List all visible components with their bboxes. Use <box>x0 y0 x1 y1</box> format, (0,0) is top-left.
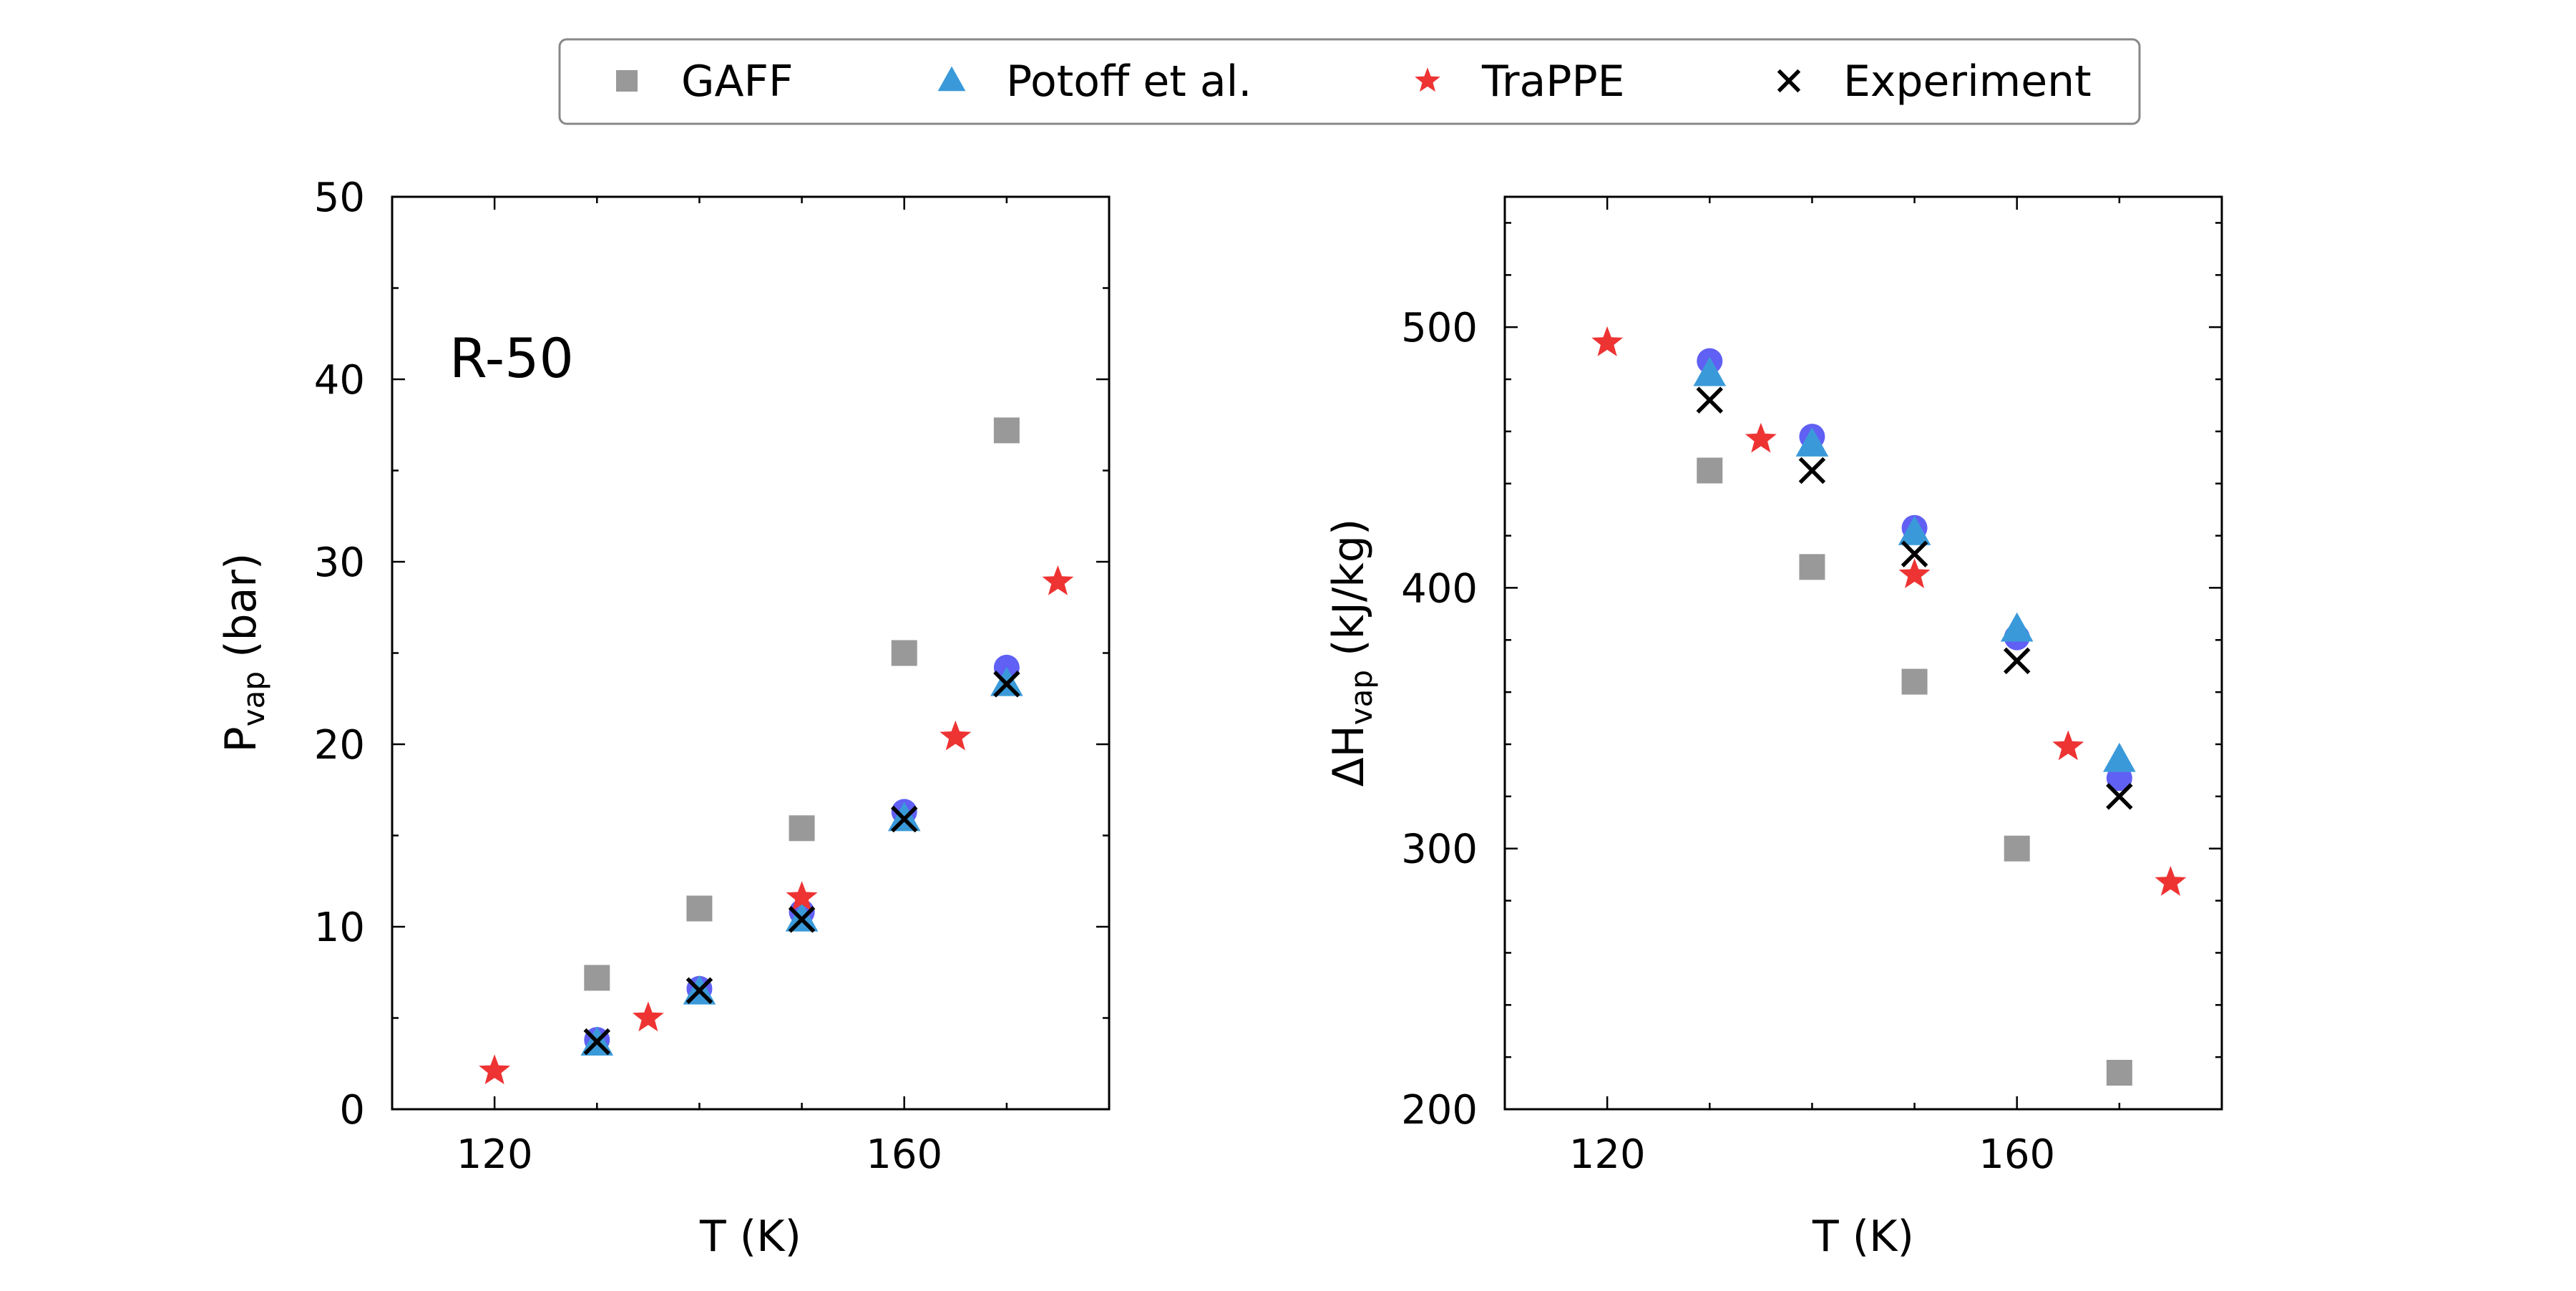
data-point-experiment <box>2106 783 2133 810</box>
annotation-r50: R-50 <box>449 326 574 390</box>
data-point-experiment <box>993 671 1020 698</box>
legend-marker-experiment <box>1777 69 1801 93</box>
legend-label-gaff: GAFF <box>681 57 794 107</box>
data-point-trappe <box>940 720 972 751</box>
data-point-gaff <box>1799 554 1825 580</box>
x-tick-label: 120 <box>1569 1131 1646 1178</box>
data-point-potoff-et-al <box>1898 515 1931 545</box>
chart-hvap: 120 160 200 300 400 500 T (K) ΔHvap (kJ/kg) <box>1324 195 2223 1262</box>
data-point-experiment <box>1798 457 1826 484</box>
data-point-trappe <box>1745 422 1777 453</box>
x-tick-label: 160 <box>1979 1131 2055 1178</box>
y-axis-label-pvap-main: P <box>216 726 266 752</box>
legend-label-experiment: Experiment <box>1843 57 2092 107</box>
data-point-trappe <box>2052 730 2084 761</box>
legend-marker-gaff <box>616 70 638 92</box>
data-point-trappe <box>632 1001 664 1032</box>
y-tick-label: 50 <box>314 175 365 221</box>
chart-pvap: 120 160 0 10 20 30 40 50 R-50 T (K) Pvap (bar) <box>216 175 1111 1262</box>
x-tick-label: 120 <box>457 1131 533 1178</box>
y-tick-label: 10 <box>314 905 365 951</box>
data-point-potoff-et-al <box>1693 356 1727 386</box>
plot-area-hvap <box>1503 195 2223 1111</box>
y-tick-label: 30 <box>314 540 365 586</box>
data-point-experiment <box>686 977 713 1004</box>
data-point-trappe <box>1898 558 1931 588</box>
data-point-gaff <box>789 815 815 842</box>
legend: GAFF Potoff et al. TraPPE Experiment <box>558 38 2141 125</box>
x-tick-label: 160 <box>866 1131 942 1178</box>
data-point-experiment <box>2003 647 2031 675</box>
data-point-trappe <box>786 881 818 911</box>
y-axis-label-pvap-tail: (bar) <box>216 553 266 671</box>
data-point-potoff-et-al <box>2000 612 2034 642</box>
y-axis-label-hvap-tail: (kJ/kg) <box>1324 519 1374 670</box>
legend-frame <box>558 38 2141 125</box>
data-point-trappe <box>2155 866 2187 896</box>
data-point-gaff <box>891 640 917 666</box>
data-point-experiment <box>788 906 816 933</box>
data-point-experiment <box>1901 540 1928 567</box>
y-tick-label: 300 <box>1401 827 1478 873</box>
data-point-trappe <box>1042 565 1074 595</box>
data-point-potoff-et-al <box>2103 742 2136 772</box>
x-axis-label-hvap: T (K) <box>1812 1212 1914 1262</box>
y-tick-label: 20 <box>314 722 365 769</box>
y-axis-label-pvap: Pvap (bar) <box>216 553 271 753</box>
y-axis-label-pvap-sub: vap <box>236 671 271 726</box>
data-point-gaff <box>686 895 713 922</box>
legend-label-potoff-et-al: Potoff et al. <box>1006 57 1252 107</box>
data-point-trappe <box>1591 326 1624 356</box>
y-tick-label: 200 <box>1401 1087 1478 1134</box>
data-point-experiment <box>1696 386 1724 414</box>
y-tick-label: 40 <box>314 357 365 404</box>
data-point-gaff <box>2106 1060 2132 1086</box>
y-axis-label-hvap: ΔHvap (kJ/kg) <box>1324 519 1379 787</box>
legend-marker-trappe <box>1415 67 1440 92</box>
legend-marker-potoff-et-al <box>937 66 966 92</box>
y-axis-label-hvap-sub: vap <box>1344 670 1379 725</box>
y-tick-label: 0 <box>339 1087 365 1134</box>
y-tick-label: 400 <box>1401 565 1478 612</box>
data-point-experiment <box>890 805 918 833</box>
data-point-gaff <box>1697 457 1723 484</box>
y-tick-label: 500 <box>1401 305 1478 351</box>
data-point-experiment <box>583 1028 611 1056</box>
data-point-gaff <box>2004 835 2030 862</box>
legend-label-trappe: TraPPE <box>1481 57 1625 107</box>
x-axis-label-pvap: T (K) <box>699 1212 801 1262</box>
data-point-potoff-et-al <box>1795 427 1829 457</box>
data-point-gaff <box>584 965 610 991</box>
data-point-gaff <box>1901 668 1928 695</box>
data-point-trappe <box>479 1054 511 1085</box>
y-axis-label-hvap-main: ΔH <box>1324 725 1374 786</box>
data-point-gaff <box>993 417 1020 444</box>
